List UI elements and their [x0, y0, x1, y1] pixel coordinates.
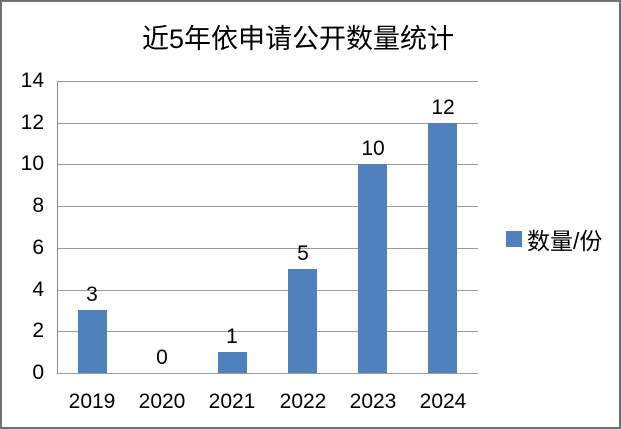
x-tick-label: 2020 — [138, 390, 186, 413]
x-tick-label: 2023 — [349, 390, 397, 413]
y-tick-label: 12 — [20, 111, 44, 134]
bar-value-label: 3 — [86, 283, 98, 306]
gridline — [57, 123, 478, 124]
legend-swatch-icon — [506, 231, 522, 247]
x-tick-label: 2022 — [279, 390, 327, 413]
bar — [358, 164, 387, 373]
bar — [218, 352, 247, 373]
legend-label: 数量/份 — [527, 228, 603, 254]
bar — [288, 269, 317, 373]
bar-value-label: 5 — [297, 242, 309, 265]
y-tick-label: 2 — [32, 319, 44, 342]
y-tick-label: 8 — [32, 194, 44, 217]
legend: 数量/份 — [506, 224, 602, 254]
y-tick-label: 4 — [32, 278, 44, 301]
x-tick-label: 2019 — [68, 390, 116, 413]
bar-value-label: 12 — [431, 96, 455, 119]
gridline — [57, 331, 478, 332]
bar — [428, 123, 457, 373]
y-tick-label: 6 — [32, 236, 44, 259]
chart-title: 近5年依申请公开数量统计 — [141, 24, 454, 54]
x-tick-label: 2021 — [208, 390, 256, 413]
y-tick-label: 10 — [20, 152, 44, 175]
gridline — [57, 164, 478, 165]
bar-value-label: 0 — [156, 346, 168, 369]
gridline — [57, 373, 478, 374]
gridline — [57, 206, 478, 207]
gridline — [57, 248, 478, 249]
bar — [78, 310, 107, 373]
gridline — [57, 81, 478, 82]
bar-value-label: 1 — [226, 325, 238, 348]
x-tick-label: 2024 — [419, 390, 467, 413]
y-axis-line — [57, 81, 58, 374]
gridline — [57, 290, 478, 291]
y-tick-label: 0 — [32, 361, 44, 384]
bar-value-label: 10 — [361, 137, 385, 160]
y-tick-label: 14 — [20, 69, 44, 92]
